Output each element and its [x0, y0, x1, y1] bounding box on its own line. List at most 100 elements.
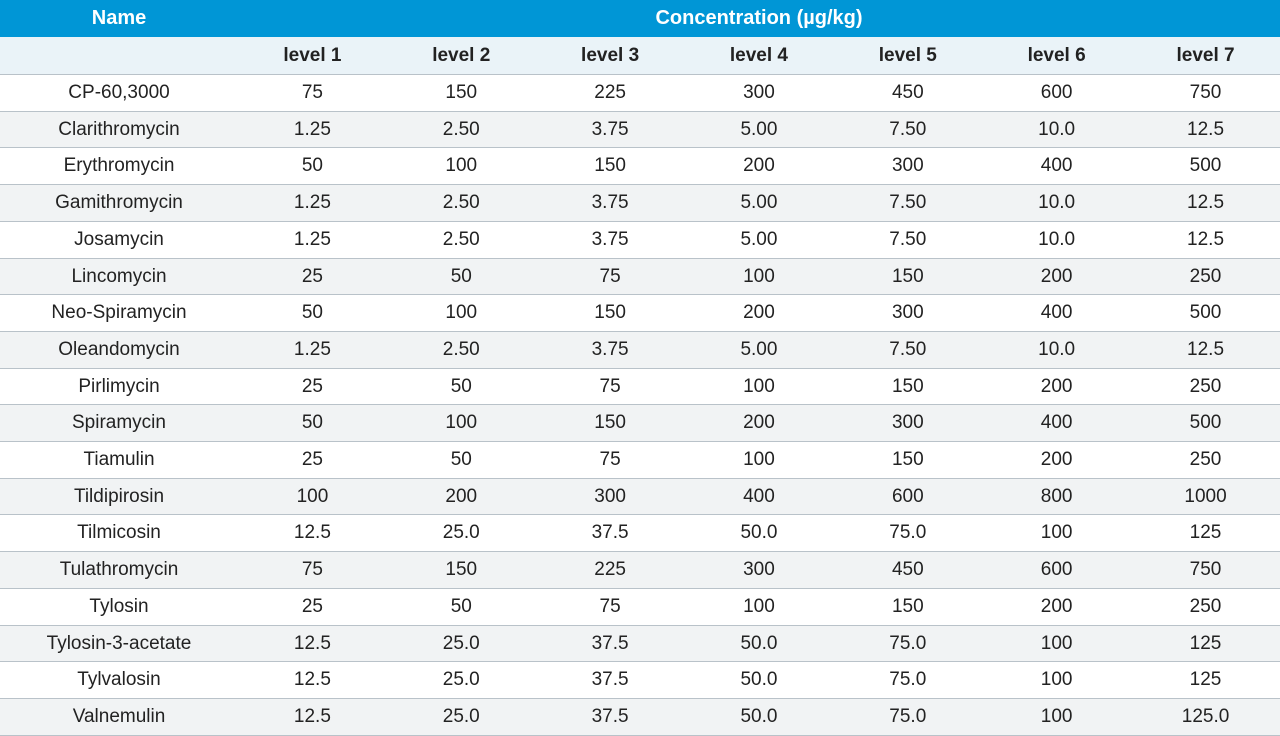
table-body: CP-60,300075150225300450600750Clarithrom…: [0, 75, 1280, 736]
cell-level-7: 750: [1131, 75, 1280, 112]
subheader-level-1: level 1: [238, 37, 387, 75]
cell-level-6: 600: [982, 75, 1131, 112]
cell-level-1: 50: [238, 405, 387, 442]
cell-level-3: 150: [536, 148, 685, 185]
cell-level-4: 400: [685, 478, 834, 515]
cell-level-5: 150: [833, 442, 982, 479]
cell-level-2: 2.50: [387, 185, 536, 222]
cell-level-2: 50: [387, 588, 536, 625]
cell-level-6: 600: [982, 552, 1131, 589]
cell-level-1: 25: [238, 368, 387, 405]
cell-level-4: 100: [685, 588, 834, 625]
cell-level-6: 100: [982, 662, 1131, 699]
cell-level-2: 200: [387, 478, 536, 515]
cell-level-5: 7.50: [833, 185, 982, 222]
cell-name: CP-60,3000: [0, 75, 238, 112]
cell-level-6: 400: [982, 148, 1131, 185]
cell-level-3: 75: [536, 258, 685, 295]
cell-level-1: 25: [238, 258, 387, 295]
table-row: Tildipirosin1002003004006008001000: [0, 478, 1280, 515]
cell-level-1: 12.5: [238, 625, 387, 662]
cell-level-3: 75: [536, 442, 685, 479]
cell-level-5: 75.0: [833, 698, 982, 735]
cell-level-1: 12.5: [238, 698, 387, 735]
cell-level-2: 25.0: [387, 698, 536, 735]
cell-level-6: 200: [982, 258, 1131, 295]
cell-level-6: 100: [982, 515, 1131, 552]
cell-level-4: 50.0: [685, 662, 834, 699]
cell-level-7: 250: [1131, 368, 1280, 405]
cell-level-7: 12.5: [1131, 111, 1280, 148]
cell-level-6: 200: [982, 368, 1131, 405]
cell-level-5: 150: [833, 258, 982, 295]
cell-level-2: 2.50: [387, 331, 536, 368]
cell-level-4: 5.00: [685, 331, 834, 368]
col-header-concentration: Concentration (µg/kg): [238, 0, 1280, 37]
cell-level-3: 3.75: [536, 331, 685, 368]
cell-level-3: 75: [536, 588, 685, 625]
cell-level-1: 75: [238, 552, 387, 589]
cell-level-3: 3.75: [536, 111, 685, 148]
cell-level-7: 500: [1131, 405, 1280, 442]
subheader-level-7: level 7: [1131, 37, 1280, 75]
cell-name: Lincomycin: [0, 258, 238, 295]
cell-level-2: 150: [387, 75, 536, 112]
cell-name: Tulathromycin: [0, 552, 238, 589]
table-row: Erythromycin50100150200300400500: [0, 148, 1280, 185]
cell-level-5: 150: [833, 588, 982, 625]
cell-level-4: 5.00: [685, 111, 834, 148]
table-row: Oleandomycin1.252.503.755.007.5010.012.5: [0, 331, 1280, 368]
cell-level-2: 2.50: [387, 221, 536, 258]
cell-level-3: 225: [536, 552, 685, 589]
cell-name: Clarithromycin: [0, 111, 238, 148]
cell-level-5: 450: [833, 552, 982, 589]
cell-level-2: 25.0: [387, 625, 536, 662]
col-header-name: Name: [0, 0, 238, 37]
cell-level-5: 7.50: [833, 111, 982, 148]
subheader-level-5: level 5: [833, 37, 982, 75]
cell-level-5: 150: [833, 368, 982, 405]
cell-level-2: 50: [387, 442, 536, 479]
cell-level-3: 3.75: [536, 185, 685, 222]
cell-level-5: 75.0: [833, 625, 982, 662]
table-row: Tylosin-3-acetate12.525.037.550.075.0100…: [0, 625, 1280, 662]
table-row: Gamithromycin1.252.503.755.007.5010.012.…: [0, 185, 1280, 222]
cell-level-5: 300: [833, 148, 982, 185]
cell-level-7: 12.5: [1131, 221, 1280, 258]
cell-level-2: 50: [387, 368, 536, 405]
cell-level-5: 450: [833, 75, 982, 112]
cell-name: Josamycin: [0, 221, 238, 258]
cell-level-7: 12.5: [1131, 185, 1280, 222]
cell-level-4: 5.00: [685, 221, 834, 258]
cell-level-6: 10.0: [982, 185, 1131, 222]
cell-level-3: 300: [536, 478, 685, 515]
cell-level-1: 25: [238, 588, 387, 625]
subheader-level-3: level 3: [536, 37, 685, 75]
cell-level-1: 50: [238, 295, 387, 332]
cell-level-6: 100: [982, 625, 1131, 662]
cell-name: Gamithromycin: [0, 185, 238, 222]
cell-level-6: 200: [982, 588, 1131, 625]
cell-level-2: 25.0: [387, 662, 536, 699]
subheader-blank: [0, 37, 238, 75]
table-row: CP-60,300075150225300450600750: [0, 75, 1280, 112]
cell-name: Tiamulin: [0, 442, 238, 479]
cell-level-4: 200: [685, 405, 834, 442]
cell-name: Pirlimycin: [0, 368, 238, 405]
cell-level-7: 125: [1131, 625, 1280, 662]
cell-level-1: 1.25: [238, 221, 387, 258]
cell-level-7: 500: [1131, 295, 1280, 332]
cell-level-5: 75.0: [833, 515, 982, 552]
cell-level-1: 1.25: [238, 111, 387, 148]
table-row: Lincomycin255075100150200250: [0, 258, 1280, 295]
cell-level-1: 50: [238, 148, 387, 185]
cell-level-7: 125: [1131, 515, 1280, 552]
table-row: Neo-Spiramycin50100150200300400500: [0, 295, 1280, 332]
table-row: Spiramycin50100150200300400500: [0, 405, 1280, 442]
table-row: Tilmicosin12.525.037.550.075.0100125: [0, 515, 1280, 552]
cell-level-4: 50.0: [685, 698, 834, 735]
cell-level-1: 1.25: [238, 185, 387, 222]
cell-level-2: 50: [387, 258, 536, 295]
cell-level-6: 800: [982, 478, 1131, 515]
table-row: Josamycin1.252.503.755.007.5010.012.5: [0, 221, 1280, 258]
